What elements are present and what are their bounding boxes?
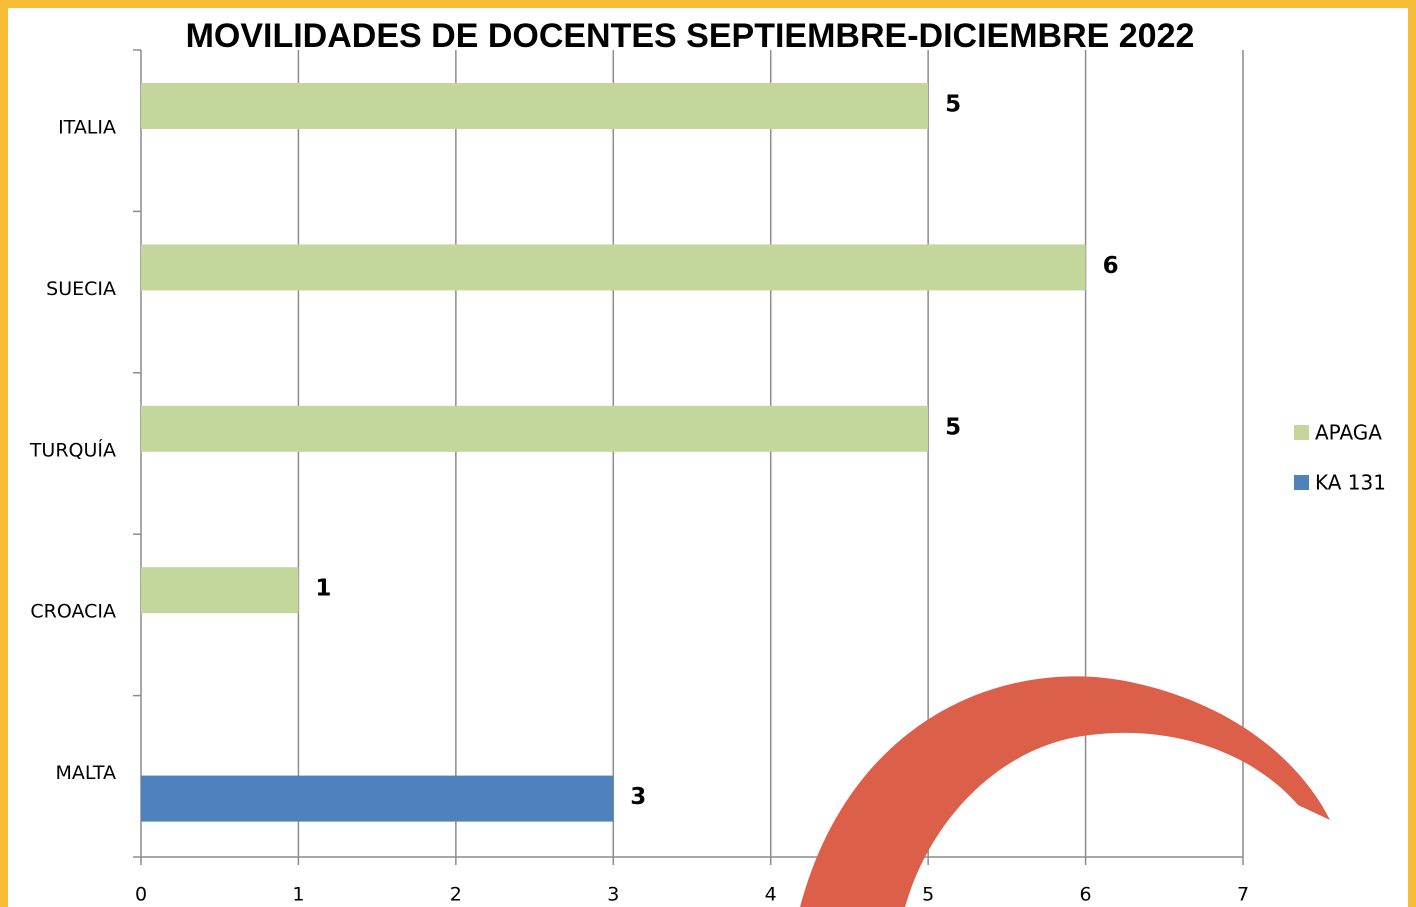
chart: MOVILIDADES DE DOCENTES SEPTIEMBRE-DICIE… [0,0,1416,907]
x-tick-label: 2 [450,884,462,906]
chart-background [8,8,1408,907]
legend-swatch [1294,425,1309,440]
bar [141,406,928,452]
x-tick-label: 5 [922,884,934,906]
y-tick-label: ITALIA [58,117,116,139]
data-label: 3 [630,784,646,810]
data-label: 5 [945,92,961,118]
bar [141,776,613,822]
data-label: 6 [1103,253,1119,279]
x-tick-label: 3 [607,884,619,906]
bar [141,83,928,129]
x-tick-label: 0 [135,884,147,906]
y-tick-label: CROACIA [30,601,116,623]
legend-label: KA 131 [1315,471,1386,495]
bar [141,567,298,613]
x-tick-label: 4 [765,884,777,906]
legend-label: APAGA [1315,421,1382,445]
bar [141,244,1086,290]
chart-title: MOVILIDADES DE DOCENTES SEPTIEMBRE-DICIE… [186,17,1195,55]
x-tick-label: 6 [1080,884,1092,906]
y-tick-label: TURQUÍA [29,438,116,461]
y-tick-label: SUECIA [46,278,116,300]
legend-swatch [1294,475,1309,490]
data-label: 1 [315,576,331,602]
data-label: 5 [945,414,961,440]
x-tick-label: 7 [1237,884,1249,906]
x-tick-label: 1 [292,884,304,906]
y-tick-label: MALTA [56,762,117,784]
